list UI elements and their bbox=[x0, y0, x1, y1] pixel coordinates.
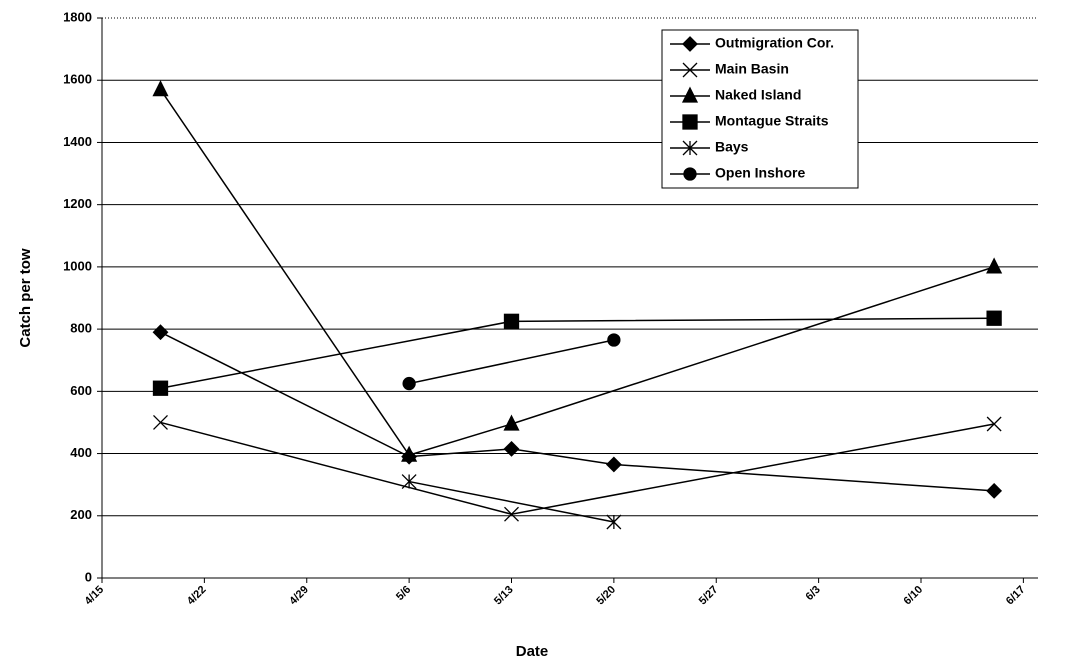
marker bbox=[152, 380, 169, 396]
y-tick-label: 1600 bbox=[63, 72, 92, 87]
marker bbox=[681, 86, 699, 103]
marker bbox=[682, 114, 698, 130]
series-line bbox=[160, 331, 995, 492]
legend-label: Open Inshore bbox=[715, 165, 805, 181]
x-tick-label: 5/20 bbox=[594, 584, 618, 608]
marker bbox=[504, 506, 519, 522]
marker bbox=[152, 80, 169, 97]
legend-label: Naked Island bbox=[715, 87, 801, 103]
y-tick-label: 0 bbox=[85, 569, 92, 584]
x-tick-label: 6/17 bbox=[1004, 584, 1028, 608]
marker bbox=[503, 440, 520, 457]
marker bbox=[503, 414, 520, 431]
x-tick-label: 5/13 bbox=[492, 584, 516, 608]
x-tick-label: 5/6 bbox=[394, 584, 413, 603]
y-tick-label: 400 bbox=[70, 445, 92, 460]
marker bbox=[682, 36, 698, 52]
y-tick-label: 1000 bbox=[63, 258, 92, 273]
y-tick-label: 600 bbox=[70, 383, 92, 398]
y-tick-label: 1200 bbox=[63, 196, 92, 211]
series-line bbox=[408, 480, 615, 523]
x-tick-label: 4/29 bbox=[287, 584, 311, 608]
y-tick-label: 1800 bbox=[63, 9, 92, 24]
y-axis-label: Catch per tow bbox=[17, 248, 34, 348]
legend-label: Montague Straits bbox=[715, 113, 829, 129]
x-tick-label: 4/22 bbox=[185, 584, 209, 608]
x-tick-label: 6/3 bbox=[803, 584, 822, 603]
marker bbox=[606, 514, 622, 530]
series-line bbox=[160, 421, 995, 515]
marker bbox=[605, 456, 622, 473]
marker bbox=[986, 482, 1003, 499]
marker bbox=[986, 416, 1002, 432]
marker bbox=[986, 310, 1002, 326]
marker bbox=[153, 414, 168, 430]
y-tick-label: 200 bbox=[70, 507, 92, 522]
marker bbox=[682, 140, 698, 156]
marker bbox=[401, 474, 417, 490]
marker bbox=[607, 333, 621, 347]
marker bbox=[402, 376, 416, 391]
series-line bbox=[408, 339, 615, 385]
marker bbox=[682, 62, 698, 78]
y-tick-label: 1400 bbox=[63, 134, 92, 149]
x-tick-label: 5/27 bbox=[697, 584, 721, 608]
x-tick-label: 4/15 bbox=[83, 584, 107, 608]
series-line bbox=[159, 89, 995, 456]
legend: Outmigration Cor. Main Basin Naked Island M… bbox=[661, 29, 859, 189]
legend-label: Bays bbox=[715, 139, 749, 155]
marker bbox=[401, 445, 418, 462]
marker bbox=[503, 313, 520, 329]
legend-label: Outmigration Cor. bbox=[715, 35, 834, 51]
marker bbox=[152, 324, 169, 341]
legend-label: Main Basin bbox=[715, 61, 789, 77]
x-tick-label: 6/10 bbox=[902, 584, 926, 608]
x-axis-label: Date bbox=[516, 643, 549, 660]
y-tick-label: 800 bbox=[70, 321, 92, 336]
marker bbox=[986, 257, 1003, 274]
legend-box bbox=[661, 29, 859, 189]
marker bbox=[683, 167, 697, 181]
